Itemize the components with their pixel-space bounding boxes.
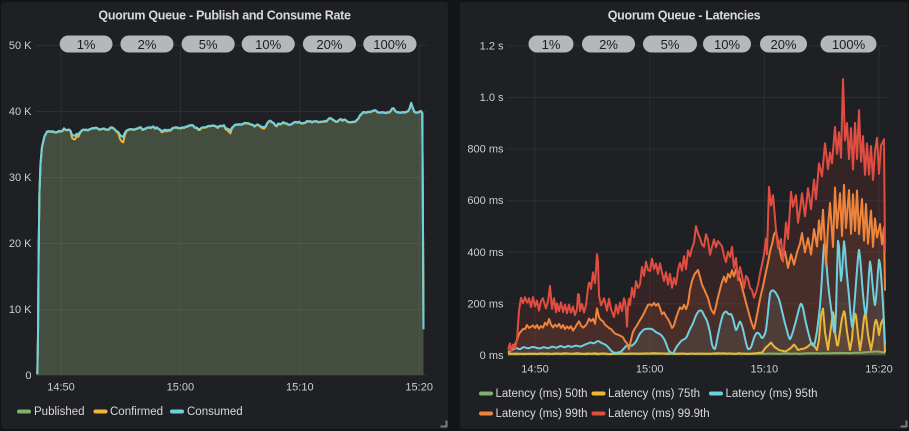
svg-text:30 K: 30 K bbox=[9, 172, 32, 184]
svg-text:Published: Published bbox=[34, 406, 85, 418]
svg-text:50 K: 50 K bbox=[9, 40, 32, 52]
svg-text:400 ms: 400 ms bbox=[467, 247, 504, 259]
svg-text:5%: 5% bbox=[661, 37, 680, 52]
svg-text:100%: 100% bbox=[373, 37, 407, 52]
svg-text:Latency (ms) 99th: Latency (ms) 99th bbox=[496, 408, 588, 420]
svg-text:15:20: 15:20 bbox=[865, 364, 893, 376]
svg-text:15:00: 15:00 bbox=[167, 382, 195, 394]
svg-text:1%: 1% bbox=[542, 37, 561, 52]
svg-text:15:10: 15:10 bbox=[751, 364, 779, 376]
svg-text:1.2 s: 1.2 s bbox=[480, 40, 504, 52]
svg-text:20 K: 20 K bbox=[9, 238, 32, 250]
svg-text:10 K: 10 K bbox=[9, 304, 32, 316]
svg-text:20%: 20% bbox=[316, 37, 342, 52]
svg-text:15:20: 15:20 bbox=[405, 382, 433, 394]
svg-text:40 K: 40 K bbox=[9, 106, 32, 118]
svg-text:Latency (ms) 95th: Latency (ms) 95th bbox=[726, 388, 818, 400]
svg-text:Latency (ms) 99.9th: Latency (ms) 99.9th bbox=[608, 408, 710, 420]
svg-text:14:50: 14:50 bbox=[521, 364, 549, 376]
svg-text:2%: 2% bbox=[138, 37, 157, 52]
svg-text:0: 0 bbox=[25, 370, 31, 382]
svg-text:Consumed: Consumed bbox=[187, 406, 243, 418]
svg-text:Latency (ms) 75th: Latency (ms) 75th bbox=[608, 388, 700, 400]
svg-text:Confirmed: Confirmed bbox=[110, 406, 163, 418]
svg-text:14:50: 14:50 bbox=[47, 382, 75, 394]
svg-text:20%: 20% bbox=[770, 37, 796, 52]
svg-text:Latency (ms) 50th: Latency (ms) 50th bbox=[496, 388, 588, 400]
svg-text:200 ms: 200 ms bbox=[467, 298, 504, 310]
svg-text:0 ms: 0 ms bbox=[480, 350, 504, 362]
svg-text:5%: 5% bbox=[199, 37, 218, 52]
svg-text:15:10: 15:10 bbox=[286, 382, 314, 394]
svg-text:Quorum Queue - Latencies: Quorum Queue - Latencies bbox=[608, 9, 761, 23]
svg-text:2%: 2% bbox=[599, 37, 618, 52]
svg-text:1%: 1% bbox=[77, 37, 96, 52]
svg-text:100%: 100% bbox=[832, 37, 866, 52]
svg-text:Quorum Queue - Publish and Con: Quorum Queue - Publish and Consume Rate bbox=[98, 9, 351, 23]
svg-text:1.0 s: 1.0 s bbox=[480, 92, 504, 104]
svg-text:15:00: 15:00 bbox=[636, 364, 664, 376]
svg-text:600 ms: 600 ms bbox=[467, 195, 504, 207]
svg-text:10%: 10% bbox=[255, 37, 281, 52]
svg-text:800 ms: 800 ms bbox=[467, 144, 504, 156]
svg-text:10%: 10% bbox=[714, 37, 740, 52]
